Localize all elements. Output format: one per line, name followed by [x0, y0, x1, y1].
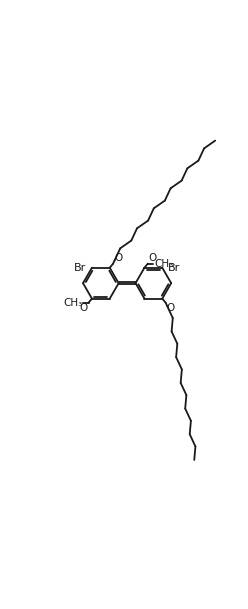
- Text: O: O: [149, 253, 157, 263]
- Text: Br: Br: [74, 262, 86, 273]
- Text: O: O: [80, 303, 88, 314]
- Text: CH₃: CH₃: [154, 259, 173, 269]
- Text: O: O: [114, 253, 122, 263]
- Text: Br: Br: [168, 262, 180, 273]
- Text: O: O: [166, 303, 175, 314]
- Text: CH₃: CH₃: [63, 298, 82, 308]
